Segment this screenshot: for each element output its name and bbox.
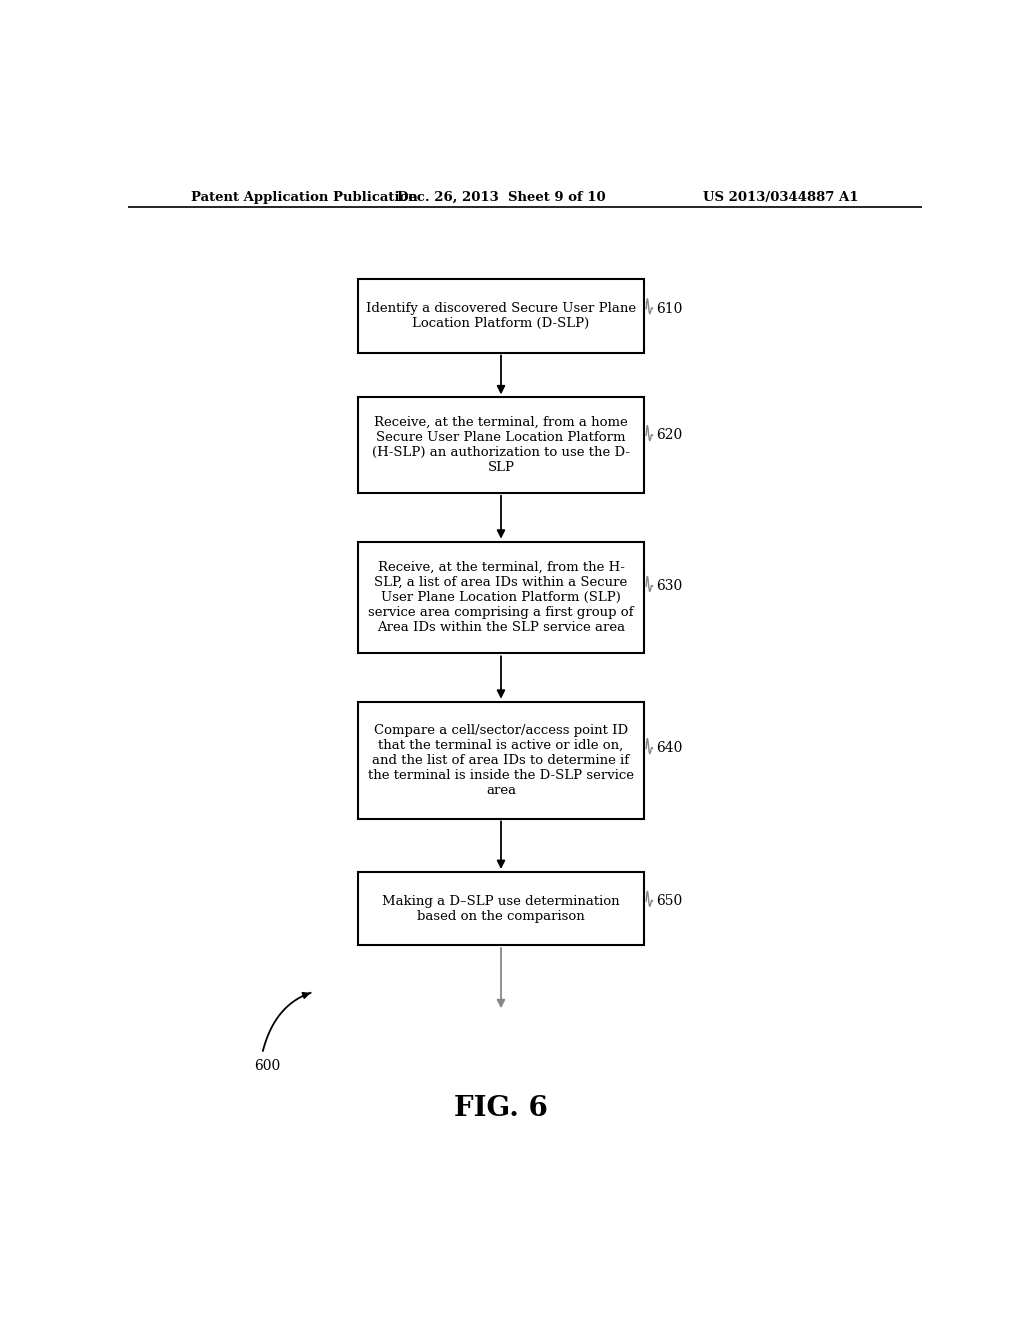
Text: Receive, at the terminal, from a home
Secure User Plane Location Platform
(H-SLP: Receive, at the terminal, from a home Se… <box>372 416 630 474</box>
Text: FIG. 6: FIG. 6 <box>454 1096 548 1122</box>
Text: Dec. 26, 2013  Sheet 9 of 10: Dec. 26, 2013 Sheet 9 of 10 <box>396 190 605 203</box>
Text: US 2013/0344887 A1: US 2013/0344887 A1 <box>702 190 858 203</box>
FancyBboxPatch shape <box>358 873 644 945</box>
Text: Making a D–SLP use determination
based on the comparison: Making a D–SLP use determination based o… <box>382 895 620 923</box>
Text: 610: 610 <box>655 302 682 315</box>
FancyBboxPatch shape <box>358 397 644 492</box>
Text: Compare a cell/sector/access point ID
that the terminal is active or idle on,
an: Compare a cell/sector/access point ID th… <box>368 723 634 796</box>
Text: Patent Application Publication: Patent Application Publication <box>191 190 418 203</box>
Text: 650: 650 <box>655 894 682 908</box>
FancyBboxPatch shape <box>358 541 644 653</box>
FancyBboxPatch shape <box>358 702 644 818</box>
Text: 620: 620 <box>655 429 682 442</box>
Text: Receive, at the terminal, from the H-
SLP, a list of area IDs within a Secure
Us: Receive, at the terminal, from the H- SL… <box>369 561 634 634</box>
Text: 640: 640 <box>655 742 682 755</box>
Text: 600: 600 <box>254 1059 280 1073</box>
Text: Identify a discovered Secure User Plane
Location Platform (D-SLP): Identify a discovered Secure User Plane … <box>366 302 636 330</box>
Text: 630: 630 <box>655 579 682 593</box>
FancyBboxPatch shape <box>358 280 644 352</box>
